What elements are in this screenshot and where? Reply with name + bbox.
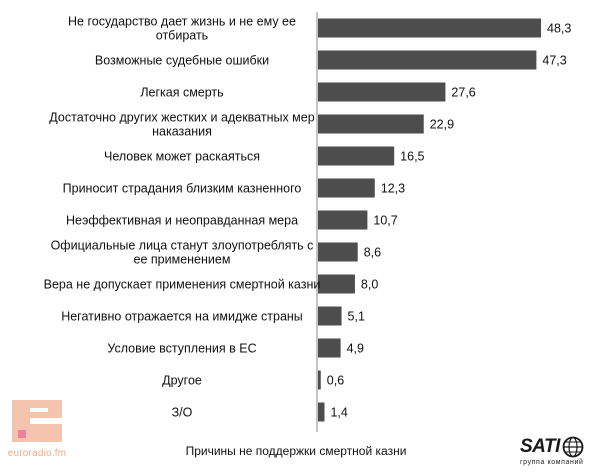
x-axis-title: Причины не поддержки смертной казни <box>185 444 407 458</box>
sati-logo-word: SATI <box>520 436 560 457</box>
bar <box>318 306 342 326</box>
category-label: Условие вступления в ЕС <box>107 342 256 356</box>
data-label: 27,6 <box>451 86 475 100</box>
category-label: Негативно отражается на имидже страны <box>61 310 303 324</box>
bar <box>318 402 325 422</box>
euroradio-logo: euroradio.fm <box>6 398 68 466</box>
category-label: Вера не допускает применения смертной ка… <box>44 278 321 292</box>
data-label: 22,9 <box>430 118 454 132</box>
data-label: 8,0 <box>361 278 378 292</box>
category-label: Другое <box>162 374 202 388</box>
sati-logo: SATI группа компаний <box>520 436 588 470</box>
data-label: 10,7 <box>373 214 397 228</box>
bar <box>318 18 541 38</box>
category-label: Неэффективная и неоправданная мера <box>66 214 298 228</box>
bar <box>318 146 395 166</box>
data-label: 8,6 <box>364 246 381 260</box>
category-label: З/О <box>172 406 193 420</box>
data-label: 12,3 <box>381 182 405 196</box>
bar <box>318 114 424 134</box>
euroradio-logo-mark <box>12 400 62 442</box>
category-label: Достаточно других жестких и адекватных м… <box>49 111 314 139</box>
bar <box>318 178 375 198</box>
data-label: 16,5 <box>400 150 424 164</box>
data-label: 1,4 <box>330 406 347 420</box>
globe-icon <box>562 436 584 458</box>
bar <box>318 242 358 262</box>
bars-group: 48,3 Не государство дает жизнь и не ему е… <box>44 15 571 422</box>
bar <box>318 338 341 358</box>
bar <box>318 82 446 102</box>
data-label: 5,1 <box>348 310 365 324</box>
data-label: 48,3 <box>547 22 571 36</box>
sati-logo-subtitle: группа компаний <box>520 459 584 466</box>
bar <box>318 210 368 230</box>
bar <box>318 370 321 390</box>
category-label: Приносит страдания близким казненного <box>63 182 302 196</box>
data-label: 47,3 <box>542 54 566 68</box>
data-label: 4,9 <box>347 342 364 356</box>
category-label: Возможные судебные ошибки <box>95 54 269 68</box>
bar <box>318 274 355 294</box>
euroradio-logo-text: euroradio.fm <box>7 448 67 459</box>
category-label: Не государство дает жизнь и не ему ее отб… <box>68 15 296 43</box>
bar <box>318 50 537 70</box>
data-label: 0,6 <box>327 374 344 388</box>
category-label: Человек может раскаяться <box>104 150 260 164</box>
category-label: Легкая смерть <box>140 86 223 100</box>
category-label: Официальные лица станут злоупотреблять с… <box>51 239 314 267</box>
